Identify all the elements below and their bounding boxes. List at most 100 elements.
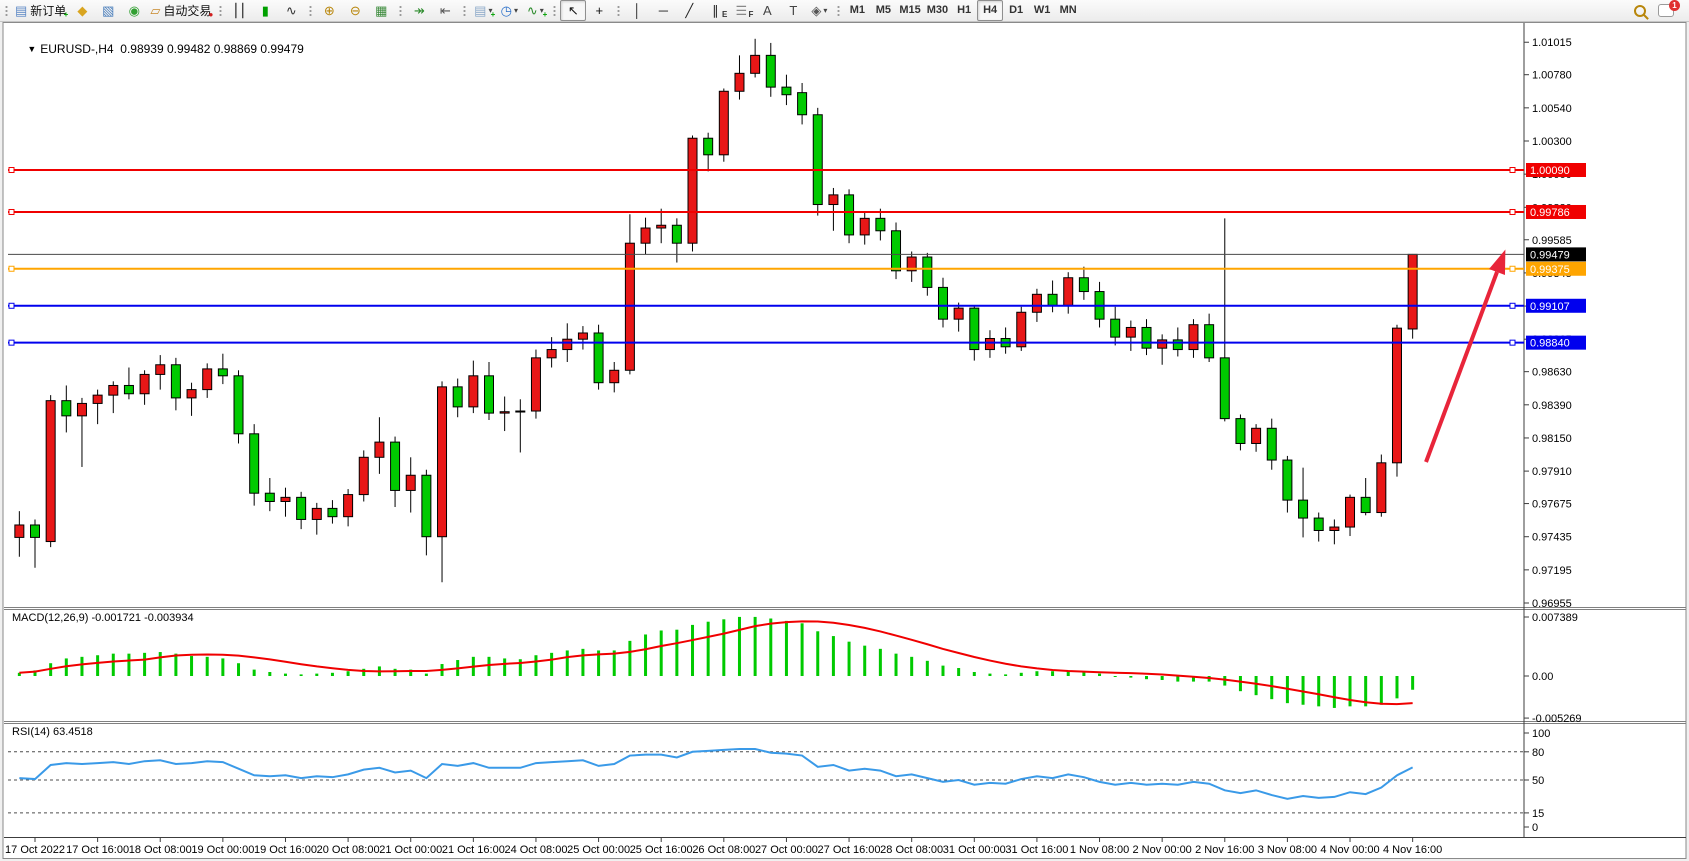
- arrows-button[interactable]: ◈ ▾: [806, 0, 832, 21]
- toolbar-grip: [218, 3, 224, 18]
- time-axis-label: 1 Nov 08:00: [1070, 844, 1129, 856]
- time-axis-label: 19 Oct 16:00: [254, 844, 317, 856]
- time-axis-label: 4 Nov 16:00: [1383, 844, 1442, 856]
- time-axis-label: 31 Oct 00:00: [943, 844, 1006, 856]
- resistance-line-1-handle[interactable]: [1509, 167, 1516, 173]
- tf-m5-icon: M5: [875, 4, 891, 16]
- text-label-button[interactable]: T: [780, 0, 806, 21]
- zoom-out-button[interactable]: ⊖: [342, 0, 368, 21]
- rsi-axis-label: 15: [1532, 808, 1544, 820]
- crosshair-button[interactable]: +: [586, 0, 612, 21]
- toolbar-grip: [836, 3, 842, 18]
- auto-trading-button[interactable]: ▱ ● 自动交易: [147, 0, 214, 21]
- price-axis-label: 0.98390: [1532, 400, 1572, 412]
- rsi-axis-label: 0: [1532, 822, 1538, 834]
- indicators-menu-button[interactable]: ∿ + ▾: [522, 0, 548, 21]
- time-axis-label: 28 Oct 08:00: [880, 844, 943, 856]
- equidistant-channel-icon: ∥: [712, 3, 719, 18]
- candlestick-chart-button[interactable]: ▮: [252, 0, 278, 21]
- chart-canvas[interactable]: 1.010151.007801.005401.003001.000600.998…: [0, 22, 1689, 861]
- tf-m1[interactable]: M1: [844, 0, 870, 21]
- time-axis-label: 31 Oct 16:00: [1005, 844, 1068, 856]
- tf-h1[interactable]: H1: [951, 0, 977, 21]
- fibonacci-icon: ☰: [735, 3, 748, 18]
- main-toolbar: ▤ + 新订单 ◆ ▧ ◉ ▱ ● 自动交易 ⎮⎮ ▮ ∿ ⊕ ⊖ ▦ ↠ ⇤ ▤ + ▾ ◷ ▾ ∿ + ▾ ↖ + │ ─ ╱ ∥ E ☰ F…: [0, 0, 1689, 22]
- tf-d1[interactable]: D1: [1003, 0, 1029, 21]
- new-order-button[interactable]: ▤ + 新订单: [12, 0, 69, 21]
- time-axis[interactable]: 17 Oct 2022 17 Oct 16:00 18 Oct 08:00 19 Oc…: [5, 838, 1442, 856]
- chart-dropdown-icon[interactable]: ▼: [27, 44, 37, 54]
- support-line-1-price-tag-text: 0.99107: [1530, 301, 1570, 313]
- navigator-icon-icon: ▧: [102, 3, 115, 18]
- support-line-2-handle[interactable]: [1509, 339, 1516, 346]
- bar-chart-icon: ⎮⎮: [232, 3, 247, 18]
- support-line-2-handle[interactable]: [8, 339, 15, 346]
- crosshair-icon: +: [595, 3, 604, 18]
- dropdown-arrow-icon[interactable]: ▾: [488, 6, 493, 15]
- auto-scroll-button[interactable]: ↠: [406, 0, 432, 21]
- price-axis-label: 1.00540: [1532, 103, 1572, 115]
- dropdown-arrow-icon[interactable]: ▾: [513, 6, 518, 15]
- zoom-in-button[interactable]: ⊕: [316, 0, 342, 21]
- orange-level-line-handle[interactable]: [8, 265, 15, 272]
- dropdown-arrow-icon[interactable]: ▾: [823, 6, 828, 15]
- trendline-button[interactable]: ╱: [676, 0, 702, 21]
- price-axis-label: 0.97910: [1532, 466, 1572, 478]
- time-axis-label: 17 Oct 16:00: [66, 844, 129, 856]
- price-axis-label: 0.99585: [1532, 235, 1572, 247]
- chart-shift-button[interactable]: ⇤: [432, 0, 458, 21]
- zoom-in-icon: ⊕: [323, 3, 335, 18]
- tf-mn[interactable]: MN: [1055, 0, 1081, 21]
- cursor-button[interactable]: ↖: [560, 0, 587, 21]
- fibonacci-button[interactable]: ☰ F: [728, 0, 754, 21]
- tile-windows-button[interactable]: ▦: [368, 0, 394, 21]
- new-chart-button[interactable]: ▤ + ▾: [470, 0, 496, 21]
- toolbar-grip: [398, 3, 404, 18]
- macd-panel: 0.007389 0.00 -0.005269: [17, 612, 1582, 725]
- time-axis-label: 24 Oct 08:00: [504, 844, 567, 856]
- horn-icon[interactable]: ◆: [69, 0, 95, 21]
- support-line-1-handle[interactable]: [8, 302, 15, 309]
- tf-w1[interactable]: W1: [1029, 0, 1055, 21]
- cursor-icon: ↖: [567, 3, 579, 18]
- line-chart-button[interactable]: ∿: [278, 0, 304, 21]
- trend-arrow-head[interactable]: [1489, 249, 1506, 275]
- text-button[interactable]: A: [754, 0, 780, 21]
- resistance-line-2-handle[interactable]: [1509, 208, 1516, 215]
- tf-h4[interactable]: H4: [977, 0, 1004, 21]
- icon-badge: F: [748, 10, 754, 19]
- current-price-line-price-tag-text: 0.99479: [1530, 249, 1570, 261]
- tf-m5[interactable]: M5: [870, 0, 896, 21]
- market-signal-icon-icon: ◉: [128, 3, 140, 18]
- search-button[interactable]: [1627, 0, 1653, 21]
- chat-button[interactable]: 1: [1653, 0, 1680, 21]
- price-axis-label: 1.00300: [1532, 136, 1572, 148]
- price-axis-label: 0.97675: [1532, 499, 1572, 511]
- horizontal-line-button[interactable]: ─: [650, 0, 676, 21]
- vertical-line-button[interactable]: │: [624, 0, 650, 21]
- rsi-indicator-label: RSI(14) 63.4518: [12, 726, 93, 738]
- resistance-line-2-handle[interactable]: [8, 208, 15, 215]
- toolbar-grip: [462, 3, 468, 18]
- market-signal-icon[interactable]: ◉: [121, 0, 147, 21]
- auto-trading-button-label: 自动交易: [163, 4, 212, 18]
- time-axis-label: 2 Nov 16:00: [1195, 844, 1254, 856]
- resistance-line-1-handle[interactable]: [8, 167, 15, 173]
- tf-m30[interactable]: M30: [924, 0, 951, 21]
- trendline-icon: ╱: [685, 3, 694, 18]
- bar-chart-button[interactable]: ⎮⎮: [226, 0, 252, 21]
- support-line-1-handle[interactable]: [1509, 302, 1516, 309]
- navigator-icon[interactable]: ▧: [95, 0, 121, 21]
- time-axis-label: 17 Oct 2022: [5, 844, 65, 856]
- tf-m15[interactable]: M15: [896, 0, 923, 21]
- trend-arrow-annotation[interactable]: [1424, 271, 1499, 463]
- orange-level-line-price-tag-text: 0.99375: [1530, 264, 1570, 276]
- periodicity-menu-icon: ◷: [500, 3, 512, 18]
- periodicity-menu-button[interactable]: ◷ ▾: [496, 0, 522, 21]
- equidistant-channel-button[interactable]: ∥ E: [702, 0, 728, 21]
- dropdown-arrow-icon[interactable]: ▾: [539, 6, 544, 15]
- orange-level-line-handle[interactable]: [1509, 265, 1516, 272]
- resistance-line-2-price-tag-text: 0.99786: [1530, 207, 1570, 219]
- orange-level-line-price-tag: [1526, 261, 1586, 276]
- toolbar-grip: [308, 3, 314, 18]
